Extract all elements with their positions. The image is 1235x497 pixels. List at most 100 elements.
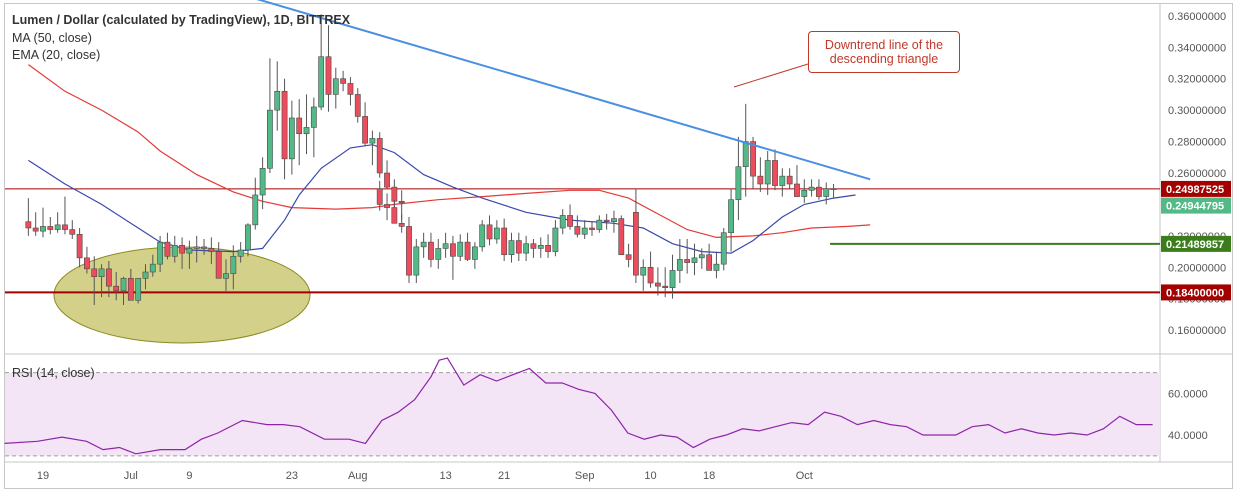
price-level-label: 0.24987525 [1166,184,1224,196]
candle-body [179,244,185,254]
price-tick-label: 0.32000000 [1168,74,1226,86]
candle-body [384,204,390,208]
annotation-arrow [733,63,809,88]
candle-body [779,175,786,186]
candle-body [223,273,229,279]
candle-body [318,56,325,108]
candle-body [391,186,398,202]
candle-body [442,243,449,249]
candle-body [171,244,178,257]
candle-body [340,78,347,84]
candle-body [296,117,303,135]
candle-body [501,227,508,256]
candle-body [47,226,54,230]
candle-body [523,243,530,254]
chart-title: Lumen / Dollar (calculated by TradingVie… [12,13,351,27]
annotation-callout: Downtrend line of the descending triangl… [808,31,960,73]
candle-body [135,277,142,301]
candle-body [54,224,61,230]
price-level-label: 0.24944795 [1166,201,1224,213]
candle-body [479,224,486,248]
candle-body [325,56,332,95]
candle-body [545,244,551,252]
legend-ema: EMA (20, close) [12,48,101,62]
price-level-badge [1161,180,1231,197]
candle-body [772,160,778,186]
price-level-badge [1161,235,1231,252]
candle-body [369,138,376,144]
candle-body [406,226,412,276]
candle-body [391,207,398,224]
price-level-badge [1161,197,1231,214]
candle-body [208,248,215,252]
price-level-label: 0.18400000 [1166,287,1224,299]
annotation-line-2: descending triangle [829,52,939,66]
candle-body [267,109,273,169]
candle-body [713,263,720,271]
rsi-tick-label: 40.0000 [1168,430,1208,442]
rsi-tick-label: 60.0000 [1168,388,1208,400]
ma50-line [28,64,871,239]
time-tick-label: 9 [186,470,192,482]
candle-body [230,255,237,274]
candle-body [603,219,610,223]
candle-body [676,259,683,271]
time-tick-label: 21 [498,470,510,482]
candle-body [201,246,207,249]
candle-body [567,215,573,227]
candle-body [62,224,68,230]
candle-body [654,282,661,287]
price-tick-label: 0.36000000 [1168,11,1226,23]
price-tick-label: 0.30000000 [1168,105,1226,117]
price-tick-label: 0.16000000 [1168,325,1226,337]
candle-body [559,215,566,229]
candle-body [332,78,339,95]
candle-body [611,218,617,223]
time-tick-label: Sep [575,470,595,482]
candle-body [347,83,354,95]
time-tick-label: 23 [286,470,298,482]
candle-body [40,226,46,232]
price-tick-label: 0.34000000 [1168,42,1226,54]
candle-body [252,194,259,226]
candle-body [259,167,266,196]
candle-body [281,90,288,160]
candle-body [157,241,164,265]
candle-body [398,222,405,227]
candle-body [274,90,281,111]
candle-body [215,251,222,279]
time-tick-label: 13 [439,470,451,482]
candle-body [698,254,705,259]
candle-body [303,127,310,135]
candle-body [589,227,595,230]
candle-body [84,257,90,270]
candle-body [684,259,691,263]
candle-body [786,175,793,185]
candle-body [742,141,749,168]
candle-body [508,240,515,256]
candle-body [618,218,625,256]
candle-body [428,241,434,260]
candle-body [625,254,632,260]
candle-body [354,94,361,117]
candle-body [750,141,756,177]
candle-body [25,221,32,229]
candle-body [435,248,442,260]
candle-body [662,285,669,289]
candle-body [120,277,127,292]
candle-body [384,172,390,188]
candle-body [376,188,383,205]
rsi-band [5,372,1160,456]
candle-body [816,186,822,197]
candle-body [764,160,771,185]
price-level-badge [1161,284,1231,301]
candle-body [515,240,522,254]
candle-body [142,271,149,279]
candle-body [471,246,478,260]
candle-body [186,248,193,254]
candle-body [237,249,244,257]
candle-body [457,241,464,257]
candle-body [149,263,156,273]
candle-body [633,211,639,276]
candle-body [310,106,317,128]
